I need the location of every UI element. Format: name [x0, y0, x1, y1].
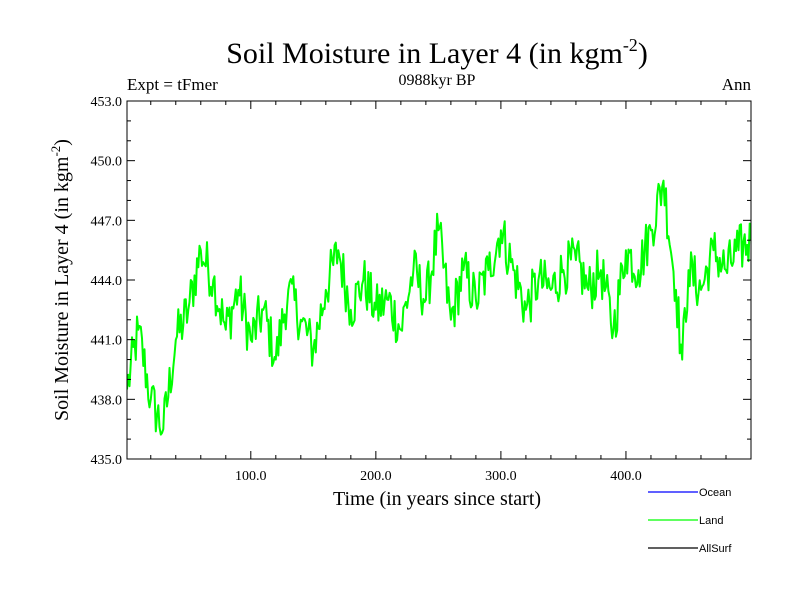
experiment-label: Expt = tFmer: [127, 75, 218, 94]
series-layer: [127, 179, 751, 436]
legend-ocean-label: Ocean: [699, 487, 731, 499]
x-tick-label: 100.0: [235, 469, 267, 484]
y-tick-label: 438.0: [91, 393, 123, 408]
x-tick-label: 300.0: [485, 469, 517, 484]
x-tick-label: 400.0: [610, 469, 642, 484]
y-tick-label: 441.0: [91, 334, 123, 349]
x-tick-label: 200.0: [360, 469, 392, 484]
period-label: 0988kyr BP: [399, 72, 476, 89]
season-label: Ann: [722, 75, 752, 94]
y-tick-label: 444.0: [91, 274, 123, 289]
legend: Ocean Land AllSurf: [648, 487, 732, 555]
y-axis-label: Soil Moisture in Layer 4 (in kgm-2): [48, 139, 73, 421]
y-tick-label: 450.0: [91, 155, 123, 170]
x-axis: 100.0 200.0 300.0 400.0: [150, 101, 727, 484]
y-axis: 435.0 438.0 441.0 444.0 447.0 450.0 453.0: [91, 95, 751, 468]
legend-allsurf-label: AllSurf: [699, 543, 732, 555]
plot-frame: [126, 100, 752, 460]
chart-title: Soil Moisture in Layer 4 (in kgm-2): [226, 35, 648, 70]
series-line-land: [127, 179, 751, 436]
y-tick-label: 447.0: [91, 214, 123, 229]
y-tick-label: 435.0: [91, 453, 123, 468]
legend-land-label: Land: [699, 515, 723, 527]
x-axis-label: Time (in years since start): [333, 488, 541, 510]
y-tick-label: 453.0: [91, 95, 123, 110]
